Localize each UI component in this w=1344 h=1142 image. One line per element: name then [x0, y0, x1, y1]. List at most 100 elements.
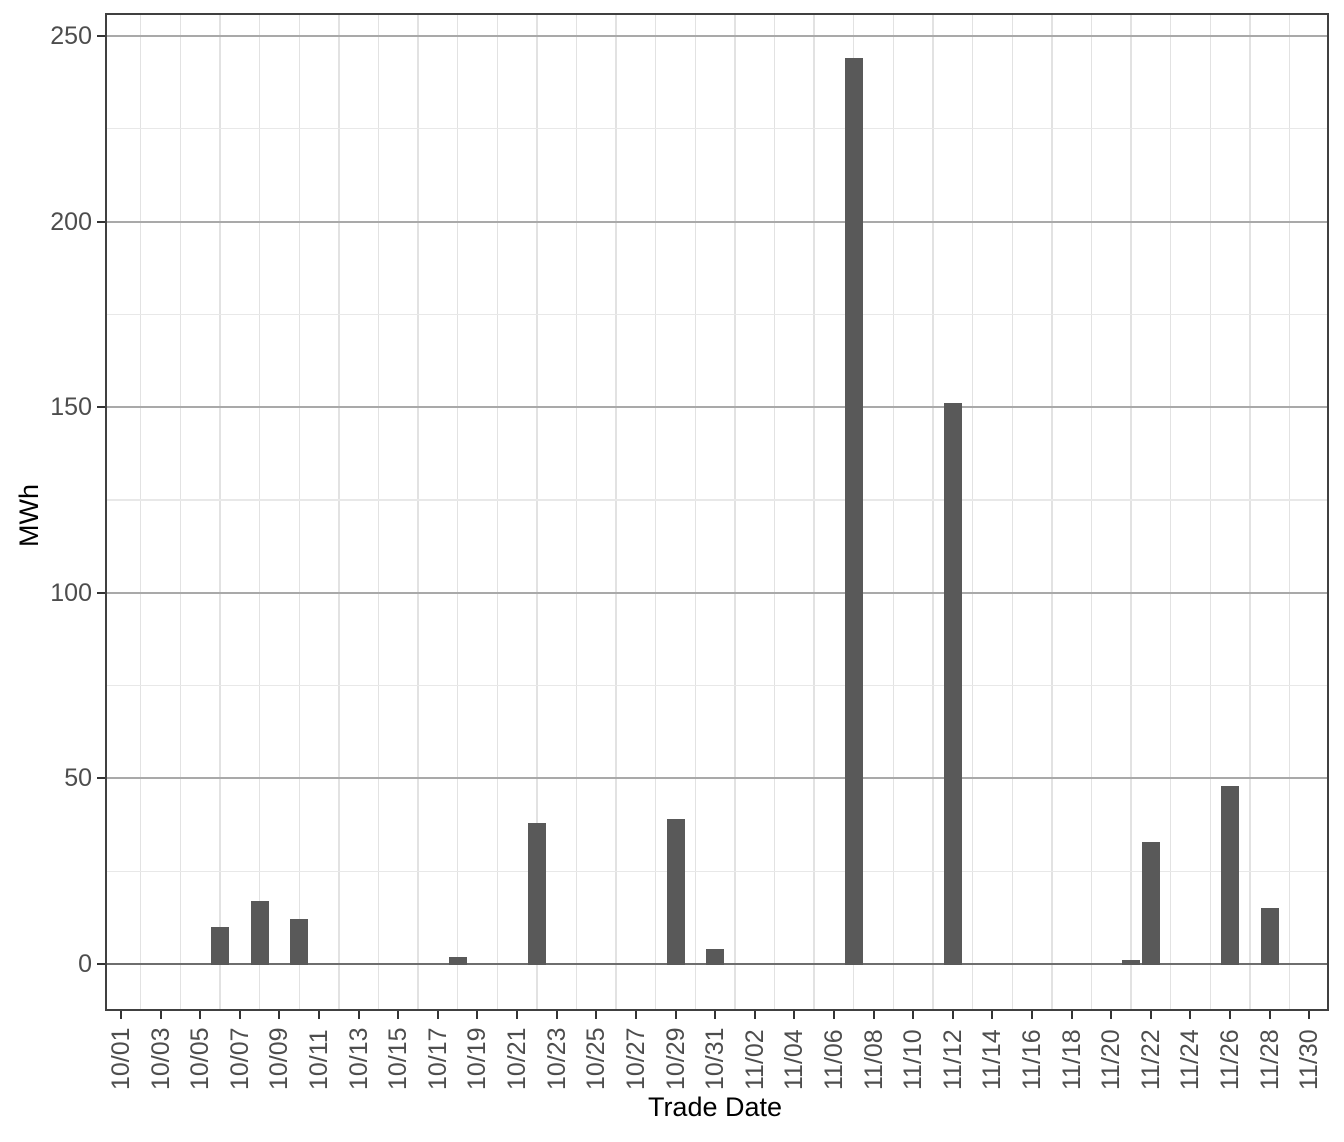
vertical-gridline: [1051, 15, 1053, 1009]
x-tick-label: 11/28: [1255, 1029, 1284, 1090]
x-tick-mark: [516, 1011, 519, 1019]
x-tick-label: 11/24: [1176, 1029, 1205, 1090]
bar-11-26: [1221, 785, 1240, 965]
y-tick-mark: [97, 406, 105, 409]
bar-11-28: [1260, 908, 1279, 965]
vertical-gridline: [258, 15, 261, 1009]
x-tick-label: 11/12: [938, 1029, 967, 1090]
x-tick-mark: [832, 1011, 835, 1019]
x-tick-label: 11/14: [978, 1029, 1007, 1090]
y-tick-label: 100: [50, 578, 92, 607]
x-tick-mark: [991, 1011, 994, 1019]
x-tick-mark: [714, 1011, 717, 1019]
x-tick-label: 11/18: [1057, 1029, 1086, 1090]
x-tick-label: 10/27: [621, 1027, 650, 1090]
vertical-gridline: [536, 15, 538, 1009]
major-gridline: [107, 35, 1327, 37]
y-tick-mark: [97, 777, 105, 780]
x-tick-mark: [357, 1011, 360, 1019]
vertical-gridline: [575, 15, 578, 1009]
x-tick-label: 10/17: [423, 1027, 452, 1090]
bar-10-08: [250, 900, 269, 965]
x-tick-label: 10/13: [344, 1027, 373, 1090]
x-tick-label: 10/25: [582, 1027, 611, 1090]
y-tick-label: 200: [50, 207, 92, 236]
x-tick-label: 11/06: [819, 1029, 848, 1090]
x-tick-label: 11/26: [1216, 1029, 1245, 1090]
x-tick-label: 10/21: [503, 1027, 532, 1090]
bars-layer: [107, 15, 1327, 1009]
vertical-gridline: [1288, 15, 1291, 1009]
vertical-gridline: [219, 15, 221, 1009]
vertical-gridline: [417, 15, 419, 1009]
x-tick-mark: [278, 1011, 281, 1019]
x-tick-label: 10/07: [225, 1027, 254, 1090]
y-tick-label: 250: [50, 22, 92, 50]
vertical-gridline: [813, 15, 815, 1009]
x-tick-label: 11/10: [899, 1029, 928, 1090]
x-tick-label: 10/19: [463, 1027, 492, 1090]
y-tick-label: 0: [78, 950, 92, 978]
vertical-gridline: [734, 15, 736, 1009]
bar-10-31: [706, 949, 725, 965]
minor-gridline: [107, 684, 1327, 687]
x-tick-mark: [318, 1011, 321, 1019]
vertical-gridline: [1130, 15, 1132, 1009]
x-tick-mark: [238, 1011, 241, 1019]
major-gridline: [107, 591, 1327, 594]
x-tick-mark: [1070, 1011, 1073, 1019]
x-tick-mark: [674, 1011, 677, 1019]
x-tick-mark: [1031, 1011, 1034, 1019]
x-tick-mark: [793, 1011, 796, 1019]
x-tick-mark: [872, 1011, 875, 1019]
vertical-gridline: [456, 15, 459, 1009]
bar-10-06: [211, 926, 230, 965]
vertical-gridline: [773, 15, 776, 1009]
vertical-gridline: [298, 15, 300, 1009]
x-tick-mark: [912, 1011, 915, 1019]
x-tick-label: 10/31: [701, 1027, 730, 1090]
x-axis-title: Trade Date: [647, 1092, 783, 1122]
x-tick-label: 10/09: [265, 1027, 294, 1090]
vertical-gridline: [1090, 15, 1093, 1009]
x-tick-label: 10/11: [305, 1029, 334, 1090]
vertical-gridline: [932, 15, 934, 1009]
x-tick-mark: [199, 1011, 202, 1019]
x-tick-label: 11/20: [1097, 1029, 1126, 1090]
x-tick-mark: [120, 1011, 122, 1019]
minor-gridline: [107, 313, 1327, 316]
y-axis-title: MWh: [14, 484, 44, 547]
y-tick-label: 150: [50, 393, 92, 422]
bar-11-12: [943, 403, 962, 965]
minor-gridline: [107, 870, 1327, 872]
vertical-gridline: [140, 15, 142, 1009]
bar-11-21: [1122, 960, 1141, 965]
x-tick-mark: [634, 1011, 637, 1019]
x-tick-label: 10/23: [542, 1027, 571, 1090]
plot-panel: [105, 13, 1329, 1011]
x-tick-mark: [1189, 1011, 1192, 1019]
x-tick-mark: [159, 1011, 162, 1019]
x-tick-mark: [1308, 1011, 1311, 1019]
x-tick-label: 11/30: [1295, 1029, 1324, 1090]
vertical-gridline: [1169, 15, 1172, 1009]
x-tick-mark: [951, 1011, 954, 1019]
x-tick-mark: [1149, 1011, 1152, 1019]
bar-11-22: [1141, 841, 1160, 965]
y-tick-mark: [97, 35, 105, 37]
vertical-gridline: [338, 15, 340, 1009]
minor-horizontal-gridlines-layer: [107, 15, 1327, 1009]
x-tick-label: 11/02: [740, 1029, 769, 1090]
x-tick-label: 10/05: [186, 1027, 215, 1090]
vertical-gridline: [892, 15, 895, 1009]
x-tick-mark: [1268, 1011, 1271, 1019]
vertical-gridline: [1011, 15, 1013, 1009]
bar-11-07: [844, 58, 863, 965]
x-tick-label: 10/15: [384, 1027, 413, 1090]
bar-10-10: [290, 919, 309, 965]
x-tick-label: 10/29: [661, 1027, 690, 1090]
vertical-gridline: [655, 15, 657, 1009]
minor-gridline: [107, 499, 1327, 501]
y-tick-mark: [97, 220, 105, 223]
